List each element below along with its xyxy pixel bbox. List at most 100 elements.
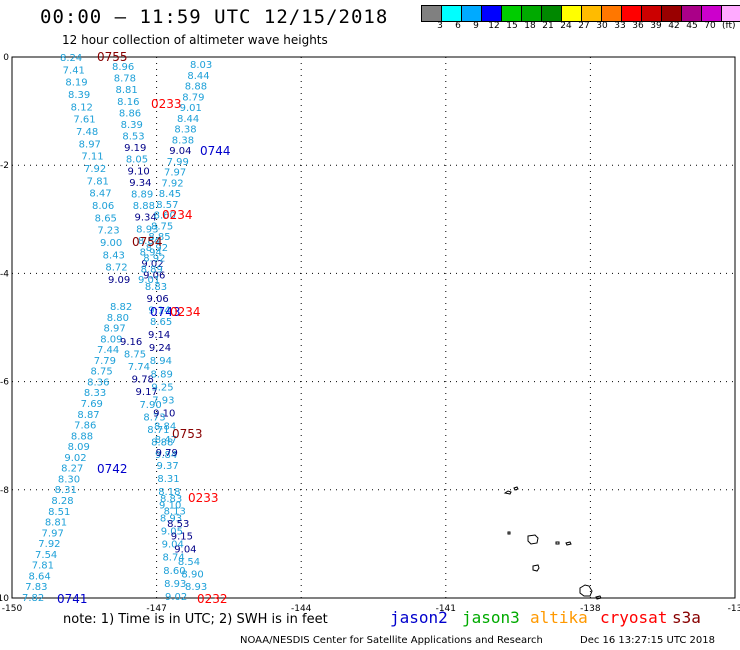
- wave-height-value: 9.01: [180, 103, 202, 114]
- island-outline: [579, 584, 593, 597]
- wave-height-value: 8.81: [115, 85, 137, 96]
- colorbar-label: 39: [650, 21, 662, 31]
- wave-height-value: 8.65: [95, 213, 117, 224]
- wave-height-value: 8.93: [185, 582, 207, 593]
- wave-height-value: 8.97: [79, 139, 101, 150]
- pass-time-label: 0234: [162, 208, 193, 222]
- wave-height-value: 8.88: [151, 437, 173, 448]
- wave-height-value: 8.90: [181, 569, 203, 580]
- colorbar-label: 45: [686, 21, 698, 31]
- wave-height-value: 8.88: [185, 82, 207, 93]
- wave-height-value: 9.04: [174, 544, 196, 555]
- wave-height-value: 9.10: [159, 500, 181, 511]
- footnote: note: 1) Time is in UTC; 2) SWH is in fe…: [63, 612, 328, 627]
- wave-height-value: 7.99: [167, 157, 189, 168]
- colorbar-label: 42: [668, 21, 680, 31]
- pass-time-label: 0233: [151, 97, 182, 111]
- wave-height-value: 9.10: [128, 166, 150, 177]
- wave-height-value: 9.10: [153, 409, 175, 420]
- y-tick-label: -6: [0, 378, 9, 388]
- wave-height-value: 8.03: [190, 60, 212, 71]
- wave-height-value: 8.84: [154, 422, 176, 433]
- legend-item-altika: altika: [530, 608, 588, 627]
- wave-height-value: 7.92: [161, 178, 183, 189]
- pass-time-label: 0741: [57, 592, 88, 606]
- wave-height-value: 8.53: [122, 132, 144, 143]
- wave-height-value: 7.86: [74, 421, 96, 432]
- colorbar: [421, 5, 740, 22]
- pass-time-label: 0232: [197, 592, 228, 606]
- wave-height-value: 8.51: [48, 507, 70, 518]
- wave-height-value: 7.54: [35, 550, 57, 561]
- colorbar-label: 21: [542, 21, 554, 31]
- wave-height-value: 8.82: [110, 302, 132, 313]
- colorbar-label: 3: [437, 21, 443, 31]
- wave-height-value: 8.72: [105, 263, 127, 274]
- wave-height-value: 7.79: [94, 356, 116, 367]
- colorbar-label: 18: [524, 21, 536, 31]
- wave-height-value: 8.92: [143, 254, 165, 265]
- wave-height-value: 8.16: [117, 97, 139, 108]
- wave-height-value: 8.31: [157, 474, 179, 485]
- wave-height-value: 8.45: [159, 189, 181, 200]
- wave-height-value: 8.96: [112, 62, 134, 73]
- wave-height-value: 7.92: [84, 164, 106, 175]
- x-tick-label: -147: [146, 604, 166, 614]
- pass-time-label: 0234: [170, 305, 201, 319]
- wave-height-value: 9.37: [157, 461, 179, 472]
- wave-height-value: 8.71: [147, 425, 169, 436]
- wave-height-value: 9.34: [134, 213, 156, 224]
- wave-height-value: 7.81: [87, 176, 109, 187]
- wave-height-value: 8.30: [58, 474, 80, 485]
- wave-height-value: 8.73: [143, 412, 165, 423]
- wave-height-value: 7.23: [97, 226, 119, 237]
- wave-height-value: 8.44: [177, 114, 199, 125]
- wave-height-value: 8.89: [141, 264, 163, 275]
- wave-height-value: 8.87: [77, 410, 99, 421]
- wave-height-value: 9.01: [138, 275, 160, 286]
- wave-height-value: 8.88: [71, 431, 93, 442]
- colorbar-label: 70: [704, 21, 716, 31]
- wave-height-value: 8.83: [145, 282, 167, 293]
- wave-height-value: 8.74: [162, 553, 184, 564]
- wave-height-value: 8.94: [150, 356, 172, 367]
- colorbar-label: 9: [473, 21, 479, 31]
- wave-height-value: 8.93: [136, 224, 158, 235]
- wave-height-value: 7.81: [32, 561, 54, 572]
- wave-height-value: 8.28: [51, 496, 73, 507]
- y-tick-label: -4: [0, 269, 9, 279]
- wave-height-value: 8.85: [148, 232, 170, 243]
- wave-height-value: 8.80: [107, 313, 129, 324]
- colorbar-label: 30: [596, 21, 608, 31]
- island-outline: [555, 541, 560, 545]
- island-outline: [507, 531, 511, 535]
- wave-height-value: 7.90: [139, 400, 161, 411]
- wave-height-value: 7.41: [63, 65, 85, 76]
- colorbar-label: 15: [506, 21, 518, 31]
- colorbar-label: 6: [455, 21, 461, 31]
- wave-height-value: 8.65: [150, 317, 172, 328]
- wave-height-value: 8.54: [178, 557, 200, 568]
- wave-height-value: 9.19: [124, 143, 146, 154]
- wave-height-value: 9.05: [161, 527, 183, 538]
- pass-time-label: 0742: [97, 462, 128, 476]
- wave-height-value: 7.97: [42, 528, 64, 539]
- wave-height-value: 8.97: [103, 324, 125, 335]
- wave-height-value: 8.53: [167, 519, 189, 530]
- wave-height-value: 8.89: [151, 369, 173, 380]
- colorbar-label: 33: [614, 21, 626, 31]
- wave-height-value: 9.84: [155, 450, 177, 461]
- wave-height-value: 7.44: [97, 345, 119, 356]
- wave-height-value: 8.31: [55, 485, 77, 496]
- wave-height-value: 7.97: [164, 168, 186, 179]
- y-tick-label: -10: [0, 594, 9, 604]
- wave-height-value: 9.79: [156, 448, 178, 459]
- wave-height-value: 8.81: [45, 518, 67, 529]
- wave-height-value: 8.75: [124, 350, 146, 361]
- x-tick-label: -144: [291, 604, 312, 614]
- wave-height-value: 8.12: [71, 102, 93, 113]
- wave-height-value: 8.75: [90, 367, 112, 378]
- wave-height-value: 9.25: [151, 382, 173, 393]
- credit-line: NOAA/NESDIS Center for Satellite Applica…: [240, 635, 543, 646]
